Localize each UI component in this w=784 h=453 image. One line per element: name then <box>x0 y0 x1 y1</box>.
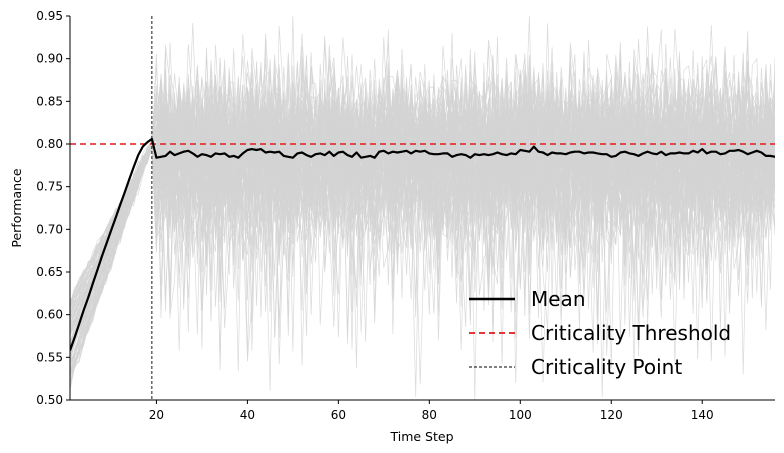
legend: Mean Criticality Threshold Criticality Poi… <box>469 287 731 379</box>
run-line <box>70 73 775 331</box>
y-tick-label: 0.60 <box>36 308 63 322</box>
run-line <box>70 44 775 322</box>
y-tick-label: 0.65 <box>36 265 63 279</box>
legend-label: Criticality Point <box>531 355 682 379</box>
legend-label: Criticality Threshold <box>531 321 731 345</box>
run-line <box>70 70 775 365</box>
legend-label: Mean <box>531 287 586 311</box>
run-line <box>70 57 775 351</box>
mean-line <box>70 137 775 351</box>
y-axis-ticks: 0.50 0.55 0.60 0.65 0.70 0.75 0.80 0.85 0.90 0.95 <box>36 9 70 407</box>
y-tick-label: 0.85 <box>36 94 63 108</box>
x-tick-label: 100 <box>509 408 532 422</box>
x-tick-label: 20 <box>149 408 164 422</box>
run-line <box>70 75 775 373</box>
x-tick-label: 80 <box>422 408 437 422</box>
x-tick-label: 140 <box>691 408 714 422</box>
run-line <box>70 65 775 361</box>
run-line <box>70 61 775 325</box>
run-line <box>70 71 775 331</box>
y-axis-label: Performance <box>9 168 24 248</box>
x-axis-ticks: 20 40 60 80 100 120 140 <box>149 400 714 422</box>
axes <box>69 16 775 401</box>
y-tick-label: 0.55 <box>36 350 63 364</box>
y-tick-label: 0.80 <box>36 137 63 151</box>
y-tick-label: 0.90 <box>36 52 63 66</box>
y-tick-label: 0.50 <box>36 393 63 407</box>
run-line <box>70 79 775 313</box>
individual-runs <box>70 16 775 400</box>
x-tick-label: 120 <box>600 408 623 422</box>
reference-lines <box>70 16 775 400</box>
mean-series <box>70 137 775 351</box>
x-tick-label: 40 <box>240 408 255 422</box>
x-axis-label: Time Step <box>389 429 453 444</box>
x-tick-label: 60 <box>331 408 346 422</box>
y-tick-label: 0.70 <box>36 222 63 236</box>
y-tick-label: 0.75 <box>36 180 63 194</box>
y-tick-label: 0.95 <box>36 9 63 23</box>
